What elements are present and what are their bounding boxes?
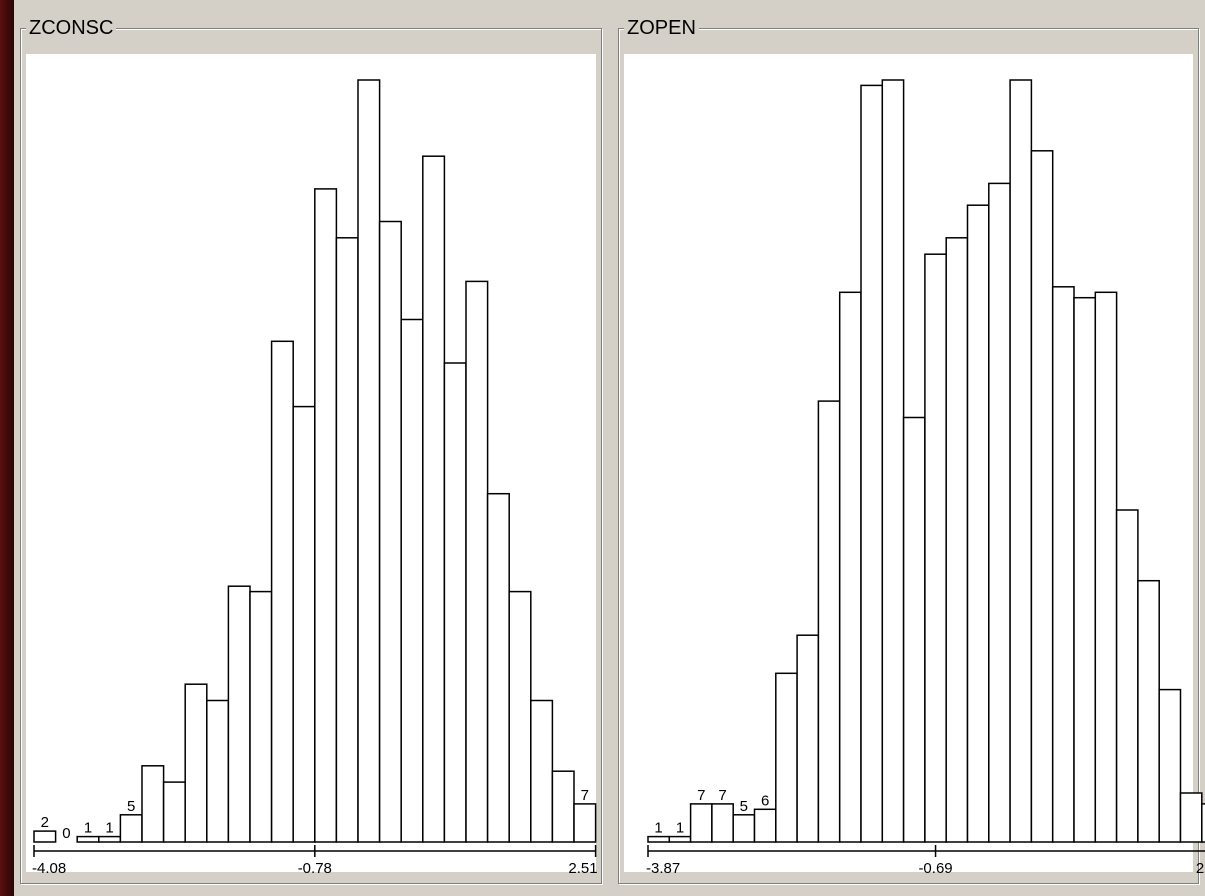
histogram-bar bbox=[881, 79, 905, 843]
histogram-bar bbox=[966, 204, 990, 843]
histogram-bar bbox=[753, 808, 777, 843]
histogram-bar bbox=[227, 585, 251, 843]
histogram-bar bbox=[443, 362, 467, 843]
x-tick-label: -4.08 bbox=[32, 860, 66, 877]
histogram-bar bbox=[1094, 291, 1118, 843]
histogram-bar bbox=[1179, 792, 1203, 843]
bar-data-label: 6 bbox=[761, 792, 769, 809]
histogram-bar bbox=[76, 835, 100, 843]
x-tick-label: -3.87 bbox=[646, 860, 680, 877]
x-tick-label: -0.78 bbox=[298, 860, 332, 877]
histogram-title: ZOPEN bbox=[624, 16, 699, 40]
bar-data-label: 0 bbox=[62, 825, 70, 842]
histogram-bar bbox=[647, 835, 671, 843]
histogram-bar bbox=[141, 765, 165, 843]
histogram-bar bbox=[314, 188, 338, 843]
histogram-bar bbox=[206, 699, 230, 843]
histogram-bar bbox=[292, 405, 316, 843]
histogram-bar bbox=[422, 155, 446, 843]
histogram-bar bbox=[1137, 579, 1160, 843]
histogram-title: ZCONSC bbox=[26, 16, 117, 40]
histogram-bar bbox=[270, 340, 294, 843]
histogram-bar bbox=[508, 590, 532, 843]
histogram-bar bbox=[530, 699, 554, 843]
histogram-bar bbox=[162, 781, 186, 843]
histogram-bar bbox=[1073, 296, 1097, 843]
histogram-bar bbox=[486, 492, 510, 843]
histogram-bar bbox=[400, 318, 424, 843]
bar-data-label: 5 bbox=[740, 798, 748, 815]
histogram-bar bbox=[988, 182, 1011, 843]
bar-data-label: 1 bbox=[105, 820, 113, 837]
histogram-bar bbox=[184, 683, 208, 843]
bar-data-label: 7 bbox=[697, 787, 705, 804]
histogram-bar bbox=[357, 79, 381, 843]
histogram-plot: 1177567-3.87-0.692.49 bbox=[624, 54, 1205, 877]
histogram-bar bbox=[838, 291, 862, 843]
histogram-plot: 20 1 157-4.08 -0.78 2.51 bbox=[26, 54, 598, 877]
histogram-bar bbox=[689, 803, 713, 843]
histogram-bar bbox=[945, 237, 969, 843]
histogram-bar bbox=[1030, 150, 1054, 843]
bar-data-label: 1 bbox=[676, 820, 684, 837]
histogram-bar bbox=[924, 253, 947, 843]
histogram-bar bbox=[335, 237, 359, 843]
histogram-bar bbox=[33, 830, 57, 843]
histogram-bar bbox=[551, 770, 575, 843]
histogram-panel-zconsc: ZCONSC 2 0 1 1 5 7 -4.08 -0.78 2.51 bbox=[14, 16, 608, 888]
histogram-bar bbox=[98, 835, 122, 843]
histogram-bar bbox=[860, 84, 884, 843]
bar-data-label: 5 bbox=[127, 798, 135, 815]
bar-data-label: 1 bbox=[84, 820, 92, 837]
bar-data-label: 7 bbox=[581, 787, 589, 804]
histogram-bar bbox=[775, 672, 798, 843]
histogram-bar bbox=[465, 280, 489, 843]
bar-data-label: 1 bbox=[654, 820, 662, 837]
histogram-bar bbox=[573, 803, 597, 843]
histogram-bar bbox=[119, 814, 143, 843]
histogram-bar bbox=[902, 416, 926, 843]
histogram-bar bbox=[1009, 79, 1033, 843]
x-tick-label: 2.49 bbox=[1196, 860, 1205, 877]
histogram-bar bbox=[378, 220, 402, 843]
histogram-bar bbox=[249, 590, 273, 843]
histogram-bar bbox=[1115, 509, 1139, 843]
histogram-bar bbox=[1051, 286, 1075, 843]
histogram-groupbox bbox=[20, 28, 602, 884]
x-tick-label: 2.51 bbox=[568, 860, 597, 877]
bar-data-label: 2 bbox=[41, 814, 49, 831]
histogram-bar bbox=[732, 814, 756, 843]
histogram-bar bbox=[1201, 803, 1205, 843]
histogram-bar bbox=[711, 803, 734, 843]
x-tick-label: -0.69 bbox=[918, 860, 952, 877]
histogram-bar bbox=[817, 400, 841, 843]
bar-data-label: 7 bbox=[718, 787, 726, 804]
histogram-groupbox bbox=[618, 28, 1199, 884]
histogram-bar bbox=[796, 634, 820, 843]
histogram-bar bbox=[1158, 688, 1182, 843]
histogram-panel-zopen: ZOPEN 1177567-3.87-0.692.49 bbox=[612, 16, 1205, 888]
histogram-bar bbox=[668, 835, 692, 843]
